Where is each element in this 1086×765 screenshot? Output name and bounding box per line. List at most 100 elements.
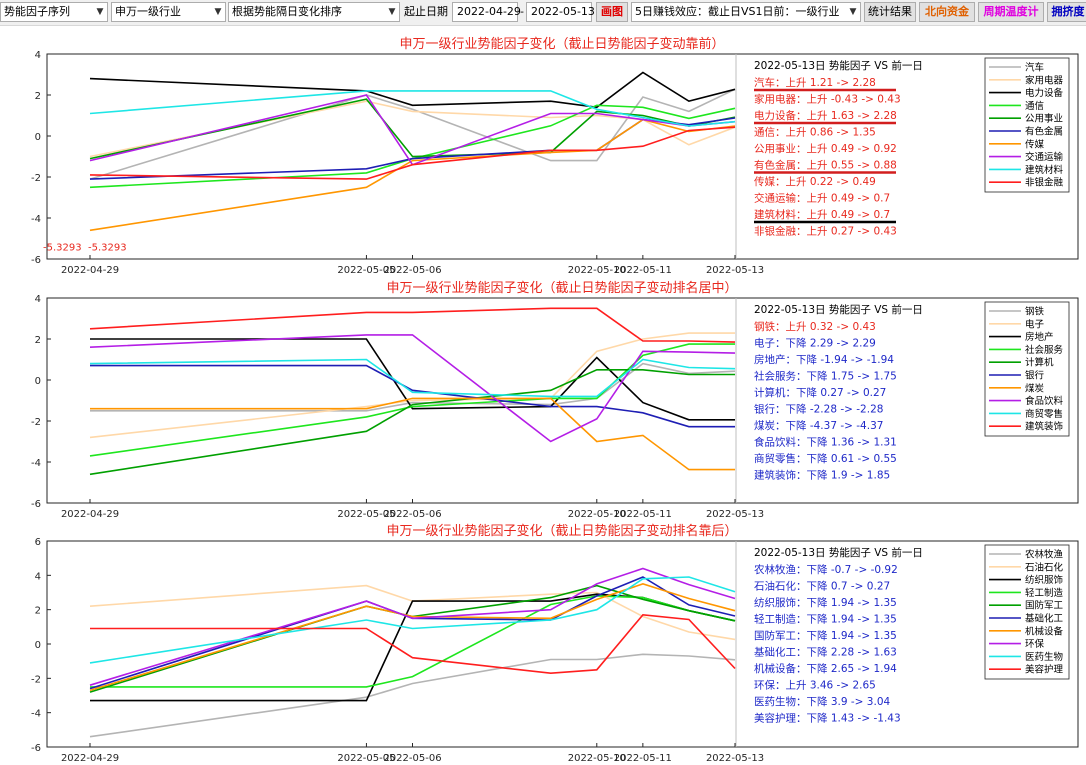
factor-series-select[interactable]: 势能因子序列 ▼ [0,2,108,22]
info-line: 纺织服饰：下降 1.94 -> 1.35 [754,596,897,609]
y-tick-label: -6 [31,499,41,510]
stats-result-button[interactable]: 统计结果 [864,2,916,22]
series-line-6 [90,364,735,428]
info-line: 煤炭：下降 -4.37 -> -4.37 [754,419,883,432]
x-tick-label: 2022-05-05 [337,265,395,276]
info-line: 公用事业：上升 0.49 -> 0.92 [754,142,897,155]
x-tick-label: 2022-05-06 [383,509,441,520]
x-tick-label: 2022-05-10 [568,265,626,276]
info-line: 电力设备：上升 1.63 -> 2.28 [754,109,897,122]
y-tick-label: 2 [35,606,41,617]
series-line-7 [89,118,736,232]
info-line: 钢铁：上升 0.32 -> 0.43 [754,320,876,333]
y-tick-label: -4 [31,709,41,720]
legend-label: 医药生物 [1025,651,1064,663]
info-line: 国防军工：下降 1.94 -> 1.35 [754,629,897,642]
chevron-down-icon[interactable]: ▼ [846,3,860,21]
plot-frame [46,53,1079,260]
legend-label: 房地产 [1025,331,1054,343]
y-tick-label: -2 [31,674,41,685]
legend-label: 煤炭 [1025,382,1045,394]
chart-title: 申万一级行业势能因子变化（截止日势能因子变动靠前） [399,36,724,52]
series-line-10 [89,126,736,180]
series-line-9 [89,90,736,127]
chart-title: 申万一级行业势能因子变化（截止日势能因子变动排名居中） [386,280,737,296]
legend-label: 美容护理 [1025,664,1064,676]
series-line-9 [89,576,736,664]
sort-mode-select-value: 根据势能隔日变化排序 [232,5,342,18]
legend-label: 环保 [1025,638,1045,650]
legend-label: 非银金融 [1025,177,1064,189]
sort-mode-select[interactable]: 根据势能隔日变化排序 ▼ [228,2,400,22]
info-line: 环保：上升 3.46 -> 2.65 [754,679,876,692]
date-separator: - [520,5,524,18]
y-tick-label: -6 [31,743,41,754]
chevron-down-icon[interactable]: ▼ [385,3,399,21]
chevron-down-icon[interactable]: ▼ [93,3,107,21]
legend-label: 交通运输 [1025,151,1064,163]
info-line: 美容护理：下降 1.43 -> -1.43 [754,712,901,725]
cycle-thermometer-button[interactable]: 周期温度计 [978,2,1044,22]
legend-label: 公用事业 [1025,113,1063,125]
chevron-down-icon[interactable]: ▼ [211,3,225,21]
info-line: 非银金融：上升 0.27 -> 0.43 [754,225,897,238]
x-tick-label: 2022-05-05 [337,509,395,520]
info-title: 2022-05-13日 势能因子 VS 前一日 [754,546,923,559]
x-tick-label: 2022-05-11 [614,265,672,276]
legend-label: 农林牧渔 [1025,549,1064,561]
info-line: 计算机：下降 0.27 -> 0.27 [754,386,886,399]
y-tick-label: 6 [35,537,41,548]
northbound-funds-button[interactable]: 北向资金 [919,2,975,22]
x-tick-label: 2022-05-13 [706,753,764,764]
plot-frame [46,297,1079,504]
info-line: 机械设备：下降 2.65 -> 1.94 [754,662,897,675]
legend-label: 国防军工 [1025,600,1064,612]
industry-level-select-value: 申万一级行业 [115,5,181,18]
series-line-10 [89,307,736,343]
legend-label: 社会服务 [1025,344,1064,356]
y-tick-label: 4 [35,294,41,305]
legend-label: 电力设备 [1025,87,1064,99]
info-line: 传媒：上升 0.22 -> 0.49 [754,175,876,188]
series-line-9 [89,358,736,398]
y-tick-label: 0 [35,132,41,143]
info-line: 轻工制造：下降 1.94 -> 1.35 [754,613,897,626]
legend-label: 钢铁 [1025,306,1045,318]
info-line: 商贸零售：下降 0.61 -> 0.55 [754,452,897,465]
y-tick-label: 4 [35,571,41,582]
end-date-input[interactable]: 2022-05-13 [526,2,595,22]
series-line-8 [89,567,736,686]
start-date-input[interactable]: 2022-04-29 [452,2,521,22]
x-tick-label: 2022-05-05 [337,753,395,764]
legend-label: 轻工制造 [1025,587,1064,599]
y-tick-label: 2 [35,91,41,102]
x-tick-label: 2022-04-29 [61,509,119,520]
crowding-button[interactable]: 拥挤度 [1047,2,1086,22]
legend-label: 有色金属 [1025,126,1063,138]
legend-label: 家用电器 [1025,74,1064,86]
industry-level-select[interactable]: 申万一级行业 ▼ [111,2,226,22]
x-tick-label: 2022-05-11 [614,753,672,764]
chart-area: 申万一级行业势能因子变化（截止日势能因子变动靠前） -6 -4 -2 0 2 4 2022-0… [31,36,1079,764]
series-line-4 [89,104,736,189]
y-tick-label: 4 [35,50,41,61]
legend-label: 电子 [1025,318,1045,330]
profit-effect-select[interactable]: 5日赚钱效应：截止日VS1日前：一级行业 ▼ [631,2,861,22]
y-tick-label: -4 [31,214,41,225]
info-line: 建筑装饰：下降 1.9 -> 1.85 [754,469,890,482]
info-line: 家用电器：上升 -0.43 -> 0.43 [754,93,901,106]
info-line: 电子：下降 2.29 -> 2.29 [754,337,876,350]
series-line-1 [89,653,736,738]
legend-label: 石油石化 [1025,561,1064,573]
legend-label: 纺织服饰 [1025,574,1063,586]
info-line: 农林牧渔：下降 -0.7 -> -0.92 [754,563,898,576]
y-tick-label: 0 [35,376,41,387]
info-title: 2022-05-13日 势能因子 VS 前一日 [754,303,923,316]
series-line-3 [90,338,735,421]
info-line: 汽车：上升 1.21 -> 2.28 [754,76,876,89]
draw-button[interactable]: 画图 [596,2,628,22]
legend-label: 机械设备 [1025,625,1064,637]
plot-frame [46,540,1079,748]
profit-effect-select-value: 5日赚钱效应：截止日VS1日前：一级行业 [635,5,840,18]
info-line: 食品饮料：下降 1.36 -> 1.31 [754,436,897,449]
